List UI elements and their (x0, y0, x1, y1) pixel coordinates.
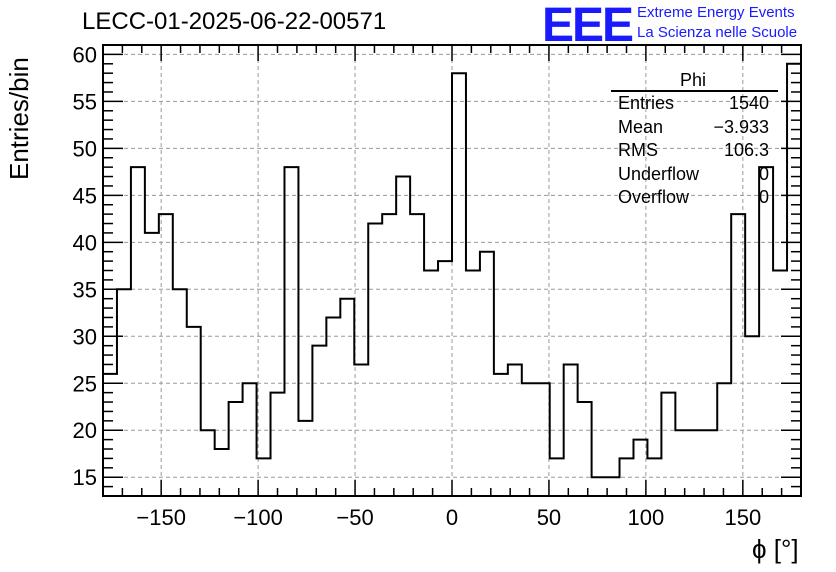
y-tick-label: 35 (73, 277, 97, 302)
x-tick-label: −100 (233, 505, 283, 530)
x-tick-label: 50 (537, 505, 561, 530)
axis-ticks: −150 −100 −50 0 50 100 150 15 20 25 30 35 40 45 50 55 60 (73, 42, 801, 530)
x-tick-label: 0 (446, 505, 458, 530)
x-tick-label: 150 (724, 505, 761, 530)
stats-value-overflow: 0 (758, 187, 769, 207)
histogram-outline (102, 62, 801, 496)
y-tick-label: 20 (73, 418, 97, 443)
stats-label-mean: Mean (618, 116, 664, 137)
plot-title: LECC-01-2025-06-22-00571 (82, 8, 387, 35)
y-tick-label: 15 (73, 465, 97, 490)
logo-line-1: Extreme Energy Events (637, 4, 795, 21)
stats-label-entries: Entries (618, 93, 675, 113)
x-tick-label: 100 (628, 505, 665, 530)
stats-value-underflow: 0 (758, 163, 769, 184)
stats-label-underflow: Underflow (618, 163, 700, 184)
y-axis-label: Entries/bin (4, 57, 34, 180)
eee-logo: EEE (542, 0, 634, 52)
grid-lines (103, 45, 801, 496)
x-tick-label: −50 (336, 505, 373, 530)
y-tick-label: 60 (73, 42, 97, 67)
stats-label-rms: RMS (618, 140, 658, 160)
x-tick-label: −150 (136, 505, 186, 530)
y-tick-label: 55 (73, 89, 97, 114)
logo-line-2: La Scienza nelle Scuole (637, 24, 798, 41)
y-tick-label: 45 (73, 183, 97, 208)
stats-label-overflow: Overflow (618, 187, 690, 207)
y-tick-label: 50 (73, 136, 97, 161)
x-axis-label: ϕ [°] (752, 534, 799, 564)
stats-value-entries: 1540 (728, 93, 769, 113)
y-tick-label: 25 (73, 371, 97, 396)
y-tick-label: 30 (73, 324, 97, 349)
y-tick-label: 40 (73, 230, 97, 255)
stats-value-mean: −3.933 (713, 116, 769, 137)
stats-value-rms: 106.3 (723, 140, 769, 160)
stats-box-title: Phi (680, 70, 707, 90)
